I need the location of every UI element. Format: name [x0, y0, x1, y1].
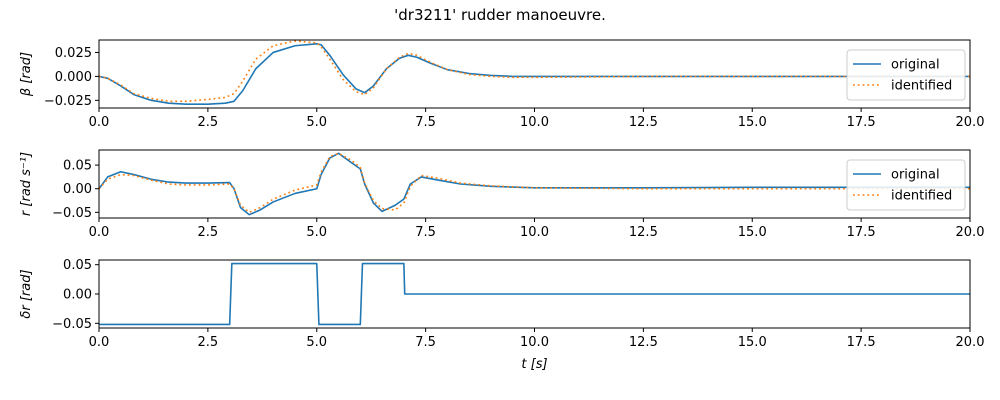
x-tick-label: 7.5	[415, 335, 436, 350]
x-tick-label: 17.5	[847, 225, 876, 240]
x-tick-label: 2.5	[198, 335, 219, 350]
y-tick-label: −0.05	[52, 206, 92, 221]
x-tick-label: 15.0	[738, 115, 767, 130]
y-axis-label: β [rad]	[19, 52, 34, 97]
x-tick-label: 12.5	[629, 335, 658, 350]
y-tick-label: 0.00	[63, 182, 92, 197]
legend-label: identified	[891, 79, 952, 94]
x-tick-label: 2.5	[198, 225, 219, 240]
x-tick-label: 17.5	[847, 115, 876, 130]
y-tick-label: −0.025	[44, 94, 92, 109]
x-tick-label: 12.5	[629, 115, 658, 130]
axes-frame	[98, 149, 971, 219]
x-tick-label: 12.5	[629, 225, 658, 240]
series-line-original	[99, 152, 970, 216]
y-tick-label: 0.000	[55, 70, 92, 85]
y-tick-label: 0.00	[63, 288, 92, 303]
x-tick-label: 10.0	[520, 335, 549, 350]
x-tick-label: 0.0	[89, 225, 110, 240]
axes-frame	[98, 39, 971, 109]
x-tick-label: 0.0	[89, 335, 110, 350]
legend-label: identified	[891, 189, 952, 204]
x-tick-label: 10.0	[520, 115, 549, 130]
x-tick-label: 7.5	[415, 115, 436, 130]
y-tick-label: 0.025	[55, 46, 92, 61]
y-axis-label: r [rad s⁻¹]	[19, 152, 34, 216]
series-line-identified	[99, 40, 970, 103]
series-line-original	[99, 43, 970, 105]
legend-label: original	[891, 58, 940, 73]
chart-panel-3: 0.0 2.5 5.0 7.5 10.0 12.5 15.0 17.5 20.0 0.05 0.00…	[19, 258, 984, 372]
x-tick-label: 17.5	[847, 335, 876, 350]
y-axis-label: δr [rad]	[19, 269, 34, 318]
x-tick-label: 5.0	[306, 225, 327, 240]
x-axis-label: t [s]	[521, 357, 547, 372]
x-tick-label: 15.0	[738, 225, 767, 240]
x-tick-label: 10.0	[520, 225, 549, 240]
x-tick-label: 0.0	[89, 115, 110, 130]
legend: original identified	[846, 159, 966, 211]
legend: original identified	[846, 49, 966, 101]
x-tick-label: 5.0	[306, 115, 327, 130]
figure-title: 'dr3211' rudder manoeuvre.	[394, 6, 606, 24]
chart-panel-1: 0.0 2.5 5.0 7.5 10.0 12.5 15.0 17.5 20.0 0.025 0.0…	[19, 39, 985, 130]
x-tick-label: 2.5	[198, 115, 219, 130]
legend-box	[846, 49, 966, 101]
series-line-identified	[99, 152, 970, 214]
chart-panels: 0.0 2.5 5.0 7.5 10.0 12.5 15.0 17.5 20.0 0.025 0.0…	[19, 39, 985, 372]
x-tick-label: 15.0	[738, 335, 767, 350]
x-tick-label: 5.0	[306, 335, 327, 350]
legend-box	[846, 159, 966, 211]
x-tick-label: 20.0	[956, 335, 985, 350]
chart-panel-2: 0.0 2.5 5.0 7.5 10.0 12.5 15.0 17.5 20.0 0.05 0.00…	[19, 149, 985, 240]
legend-label: original	[891, 168, 940, 183]
y-tick-label: 0.05	[63, 159, 92, 174]
x-tick-label: 20.0	[956, 225, 985, 240]
y-tick-label: −0.05	[52, 317, 92, 332]
x-tick-label: 20.0	[956, 115, 985, 130]
series-line-series-1	[99, 262, 970, 326]
y-tick-label: 0.05	[63, 258, 92, 273]
x-tick-label: 7.5	[415, 225, 436, 240]
